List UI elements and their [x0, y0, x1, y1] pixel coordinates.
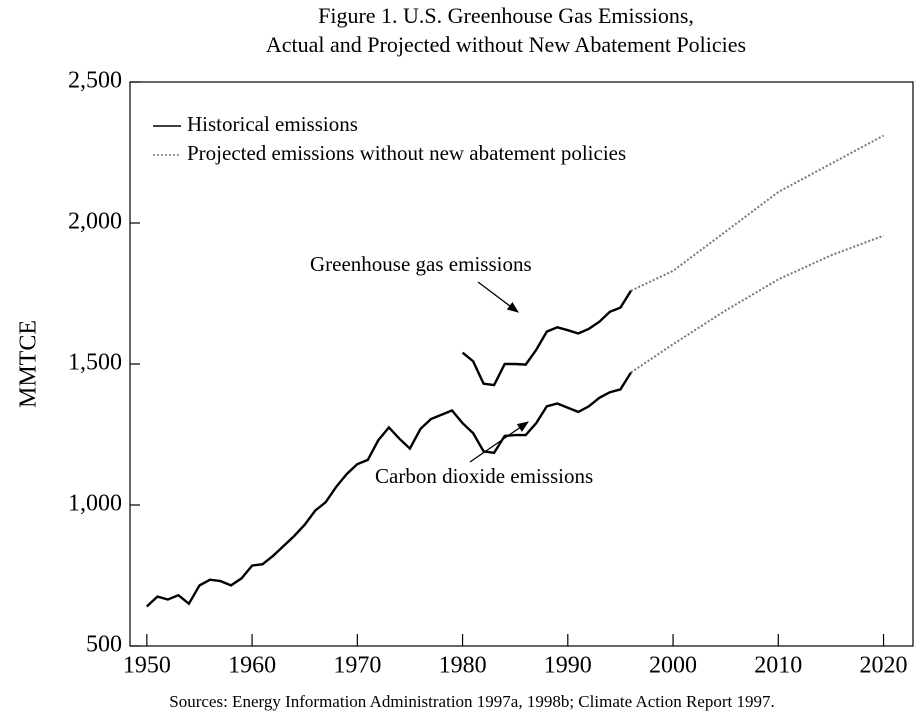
source-note: Sources: Energy Information Administrati… [169, 692, 774, 711]
y-tick-label: 1,000 [68, 491, 122, 517]
legend-label: Projected emissions without new abatemen… [187, 141, 626, 165]
x-tick-label: 1990 [544, 653, 592, 679]
annotation: Carbon dioxide emissions [375, 464, 593, 488]
series-line [461, 290, 633, 387]
chart-title: Figure 1. U.S. Greenhouse Gas Emissions, [318, 3, 694, 28]
x-tick-label: 2010 [754, 653, 802, 679]
y-tick-label: 2,500 [68, 68, 122, 94]
y-tick-label: 1,500 [68, 350, 122, 376]
x-tick-label: 2020 [860, 653, 908, 679]
chart-title: Actual and Projected without New Abateme… [266, 32, 746, 57]
x-tick-label: 2000 [649, 653, 697, 679]
x-tick-label: 1960 [228, 653, 276, 679]
annotation-arrow [469, 421, 529, 463]
series-line [630, 134, 884, 292]
y-axis-label: MMTCE [16, 320, 42, 408]
series-line [145, 371, 633, 608]
series-line [630, 234, 884, 374]
x-tick-label: 1970 [333, 653, 381, 679]
x-tick-label: 1950 [123, 653, 171, 679]
y-tick-label: 500 [86, 632, 122, 658]
x-tick-label: 1980 [439, 653, 487, 679]
legend-label: Historical emissions [187, 112, 358, 136]
y-tick-label: 2,000 [68, 209, 122, 235]
annotation: Greenhouse gas emissions [310, 252, 532, 276]
annotation-arrow [477, 281, 519, 313]
